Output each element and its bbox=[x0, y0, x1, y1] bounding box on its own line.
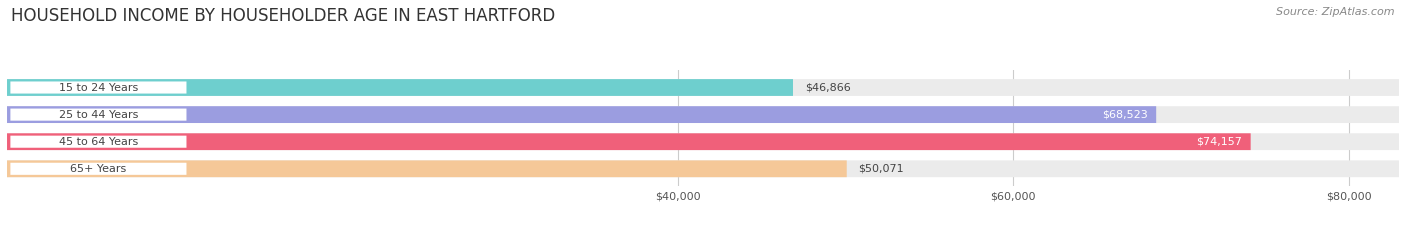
FancyBboxPatch shape bbox=[7, 79, 793, 96]
FancyBboxPatch shape bbox=[10, 109, 187, 121]
Text: 45 to 64 Years: 45 to 64 Years bbox=[59, 137, 138, 147]
FancyBboxPatch shape bbox=[10, 163, 187, 175]
Text: $50,071: $50,071 bbox=[859, 164, 904, 174]
Text: Source: ZipAtlas.com: Source: ZipAtlas.com bbox=[1277, 7, 1395, 17]
FancyBboxPatch shape bbox=[7, 133, 1251, 150]
Text: 15 to 24 Years: 15 to 24 Years bbox=[59, 82, 138, 93]
FancyBboxPatch shape bbox=[7, 160, 1399, 177]
Text: 25 to 44 Years: 25 to 44 Years bbox=[59, 110, 138, 120]
FancyBboxPatch shape bbox=[10, 136, 187, 148]
FancyBboxPatch shape bbox=[10, 82, 187, 94]
Text: 65+ Years: 65+ Years bbox=[70, 164, 127, 174]
FancyBboxPatch shape bbox=[7, 79, 1399, 96]
Text: HOUSEHOLD INCOME BY HOUSEHOLDER AGE IN EAST HARTFORD: HOUSEHOLD INCOME BY HOUSEHOLDER AGE IN E… bbox=[11, 7, 555, 25]
Text: $68,523: $68,523 bbox=[1102, 110, 1147, 120]
FancyBboxPatch shape bbox=[7, 106, 1399, 123]
Text: $74,157: $74,157 bbox=[1197, 137, 1243, 147]
FancyBboxPatch shape bbox=[7, 106, 1156, 123]
FancyBboxPatch shape bbox=[7, 133, 1399, 150]
Text: $46,866: $46,866 bbox=[804, 82, 851, 93]
FancyBboxPatch shape bbox=[7, 160, 846, 177]
